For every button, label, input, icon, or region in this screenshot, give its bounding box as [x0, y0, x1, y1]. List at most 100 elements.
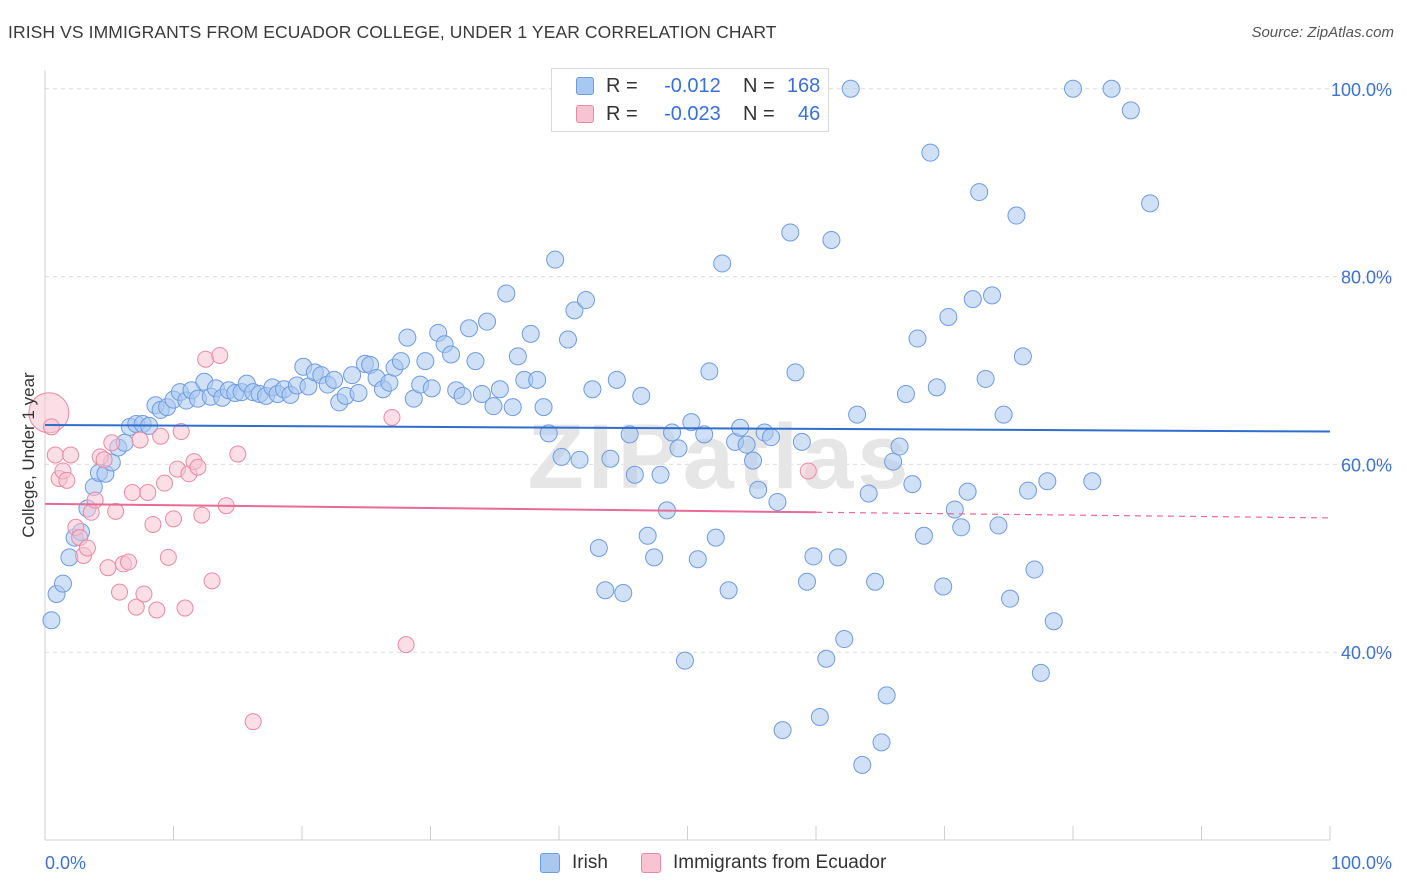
irish-point	[939, 307, 958, 326]
irish-point	[822, 230, 841, 249]
irish-point	[773, 721, 792, 740]
irish-point	[994, 405, 1013, 424]
ecuador-point	[193, 506, 211, 524]
ecuador-point	[159, 548, 177, 566]
irish-point	[484, 397, 503, 416]
irish-point	[625, 465, 644, 484]
irish-point	[620, 425, 639, 444]
ecuador-point	[799, 462, 817, 480]
irish-point	[744, 451, 763, 470]
irish-point	[398, 328, 417, 347]
legend-n-value: 168	[786, 74, 821, 97]
y-tick-label: 60.0%	[1341, 455, 1392, 475]
irish-point	[1102, 79, 1121, 98]
legend-label-irish: Irish	[572, 852, 608, 873]
ecuador-point	[86, 491, 104, 509]
legend-n-value: 46	[798, 102, 821, 125]
ecuador-point	[197, 350, 215, 368]
ecuador-point	[127, 598, 145, 616]
irish-point	[927, 378, 946, 397]
irish-point	[983, 286, 1002, 305]
legend-item-irish[interactable]: Irish	[540, 852, 608, 874]
ecuador-point	[120, 553, 138, 571]
irish-point	[872, 733, 891, 752]
irish-point	[934, 577, 953, 596]
irish-point	[1083, 472, 1102, 491]
irish-point	[952, 518, 971, 537]
axes	[44, 70, 1331, 841]
irish-point	[675, 651, 694, 670]
ecuador-point	[62, 446, 80, 464]
ecuador-point	[103, 434, 121, 452]
irish-point	[841, 79, 860, 98]
legend-item-ecuador[interactable]: Immigrants from Ecuador	[641, 852, 886, 874]
irish-point	[1044, 612, 1063, 631]
ecuador-point	[139, 484, 157, 502]
irish-point	[1031, 663, 1050, 682]
irish-point	[422, 379, 441, 398]
ecuador-point	[135, 585, 153, 603]
irish-point	[669, 439, 688, 458]
data-points	[28, 79, 1160, 774]
irish-point	[810, 707, 829, 726]
legend-n-label: N =	[743, 74, 775, 97]
y-axis-label: College, Under 1 year	[19, 372, 38, 538]
irish-point	[1121, 101, 1140, 120]
legend-swatch-irish	[540, 853, 560, 873]
irish-point	[798, 572, 817, 591]
irish-point	[989, 516, 1008, 535]
irish-point	[835, 630, 854, 649]
legend-r-value: -0.012	[664, 74, 721, 97]
irish-point	[1141, 194, 1160, 213]
irish-point	[442, 345, 461, 364]
irish-point	[792, 432, 811, 451]
ecuador-point	[203, 572, 221, 590]
irish-point	[804, 547, 823, 566]
irish-point	[713, 254, 732, 273]
ecuador-point	[42, 418, 60, 436]
ecuador-point	[211, 346, 229, 364]
irish-point	[325, 370, 344, 389]
irish-point	[859, 484, 878, 503]
irish-point	[596, 581, 615, 600]
irish-point	[1025, 560, 1044, 579]
source-label: Source: ZipAtlas.com	[1251, 24, 1394, 41]
irish-point	[416, 352, 435, 371]
ecuador-point	[244, 713, 262, 731]
y-tick-label: 40.0%	[1341, 643, 1392, 663]
irish-point	[583, 380, 602, 399]
legend-swatch-ecuador	[576, 105, 594, 123]
irish-point	[503, 398, 522, 417]
x-tick-label: 0.0%	[45, 853, 86, 873]
irish-point	[478, 312, 497, 331]
irish-point	[53, 574, 72, 593]
irish-point	[890, 437, 909, 456]
legend-swatch-irish	[576, 77, 594, 95]
correlation-legend: R = -0.012 N = 168 R = -0.023 N = 46	[551, 68, 829, 132]
y-tick-label: 100.0%	[1331, 80, 1392, 100]
ecuador-point	[229, 445, 247, 463]
chart-title: IRISH VS IMMIGRANTS FROM ECUADOR COLLEGE…	[8, 22, 777, 42]
irish-point	[688, 550, 707, 569]
irish-point	[663, 423, 682, 442]
irish-point	[1007, 206, 1026, 225]
irish-point	[614, 584, 633, 603]
irish-point	[908, 329, 927, 348]
ecuador-trend-line	[44, 502, 817, 514]
ecuador-point	[131, 431, 149, 449]
irish-point	[695, 425, 714, 444]
irish-point	[976, 369, 995, 388]
irish-point	[460, 319, 479, 338]
irish-trend-line	[44, 423, 1331, 433]
irish-point	[607, 370, 626, 389]
tick-labels: 100.0% 80.0% 60.0% 40.0% 0.0% 100.0%	[45, 80, 1392, 873]
irish-point	[781, 223, 800, 242]
trend-lines	[44, 423, 1331, 519]
irish-point	[970, 183, 989, 202]
irish-point	[682, 413, 701, 432]
irish-point	[576, 291, 595, 310]
irish-point	[651, 465, 670, 484]
legend-label-ecuador: Immigrants from Ecuador	[673, 852, 887, 873]
ecuador-point	[383, 408, 401, 426]
